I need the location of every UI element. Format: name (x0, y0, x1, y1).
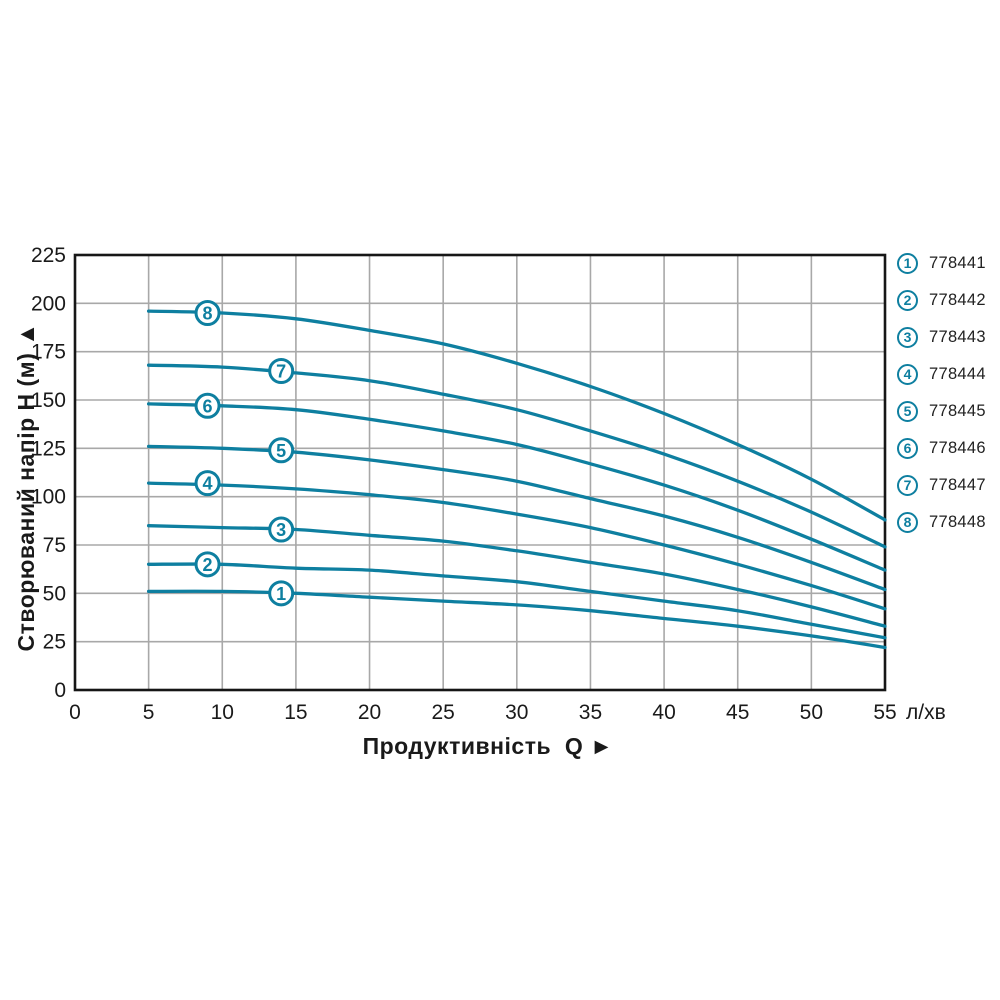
x-tick-label-50: 50 (800, 701, 823, 724)
y-axis-title: Створюваний напір H (м) ▲ (13, 322, 39, 652)
y-tick-label-25: 25 (43, 631, 66, 654)
legend-code-1: 778441 (929, 254, 986, 272)
y-tick-label-225: 225 (31, 244, 66, 267)
curve-8 (146, 309, 887, 522)
curve-marker-7 (268, 358, 295, 384)
curve-marker-5 (268, 437, 295, 464)
legend-item-4: 4 778444 (897, 356, 986, 393)
legend-code-8: 778448 (929, 513, 986, 531)
curve-marker-label-7: 7 (276, 362, 286, 382)
curve-marker-1 (268, 580, 295, 607)
curve-marker-2 (194, 551, 221, 578)
x-tick-label-20: 20 (358, 701, 381, 724)
legend-item-1: 1 778441 (897, 245, 986, 282)
curve-marker-3 (268, 516, 295, 543)
curve-marker-label-2: 2 (203, 555, 213, 575)
legend-item-6: 6 778446 (897, 430, 986, 467)
y-tick-label-200: 200 (31, 292, 66, 315)
curve-marker-8 (194, 300, 221, 326)
legend-number-badge-1: 1 (897, 253, 918, 274)
legend-code-2: 778442 (929, 291, 986, 309)
curve-2 (146, 562, 887, 640)
y-tick-label-125: 125 (31, 437, 66, 460)
legend-code-4: 778444 (929, 365, 986, 383)
curve-marker-6 (194, 392, 221, 419)
x-axis-title: Продуктивність Q ► (362, 733, 614, 759)
curve-marker-label-6: 6 (203, 396, 213, 416)
legend-code-5: 778445 (929, 402, 986, 420)
plot-frame (73, 253, 887, 692)
curve-marker-label-3: 3 (276, 520, 286, 540)
legend-number-badge-2: 2 (897, 290, 918, 311)
legend-item-8: 8 778448 (897, 504, 986, 541)
legend-item-7: 7 778447 (897, 467, 986, 504)
x-axis-unit-label: л/хв (906, 701, 946, 724)
x-tick-label-0: 0 (69, 701, 81, 724)
curve-marker-label-5: 5 (276, 441, 286, 461)
x-tick-label-30: 30 (505, 701, 528, 724)
curve-marker-label-8: 8 (203, 304, 213, 324)
x-tick-label-25: 25 (432, 701, 455, 724)
y-tick-label-75: 75 (43, 534, 66, 557)
legend-number-badge-5: 5 (897, 401, 918, 422)
legend-code-7: 778447 (929, 476, 986, 494)
curve-6 (146, 402, 887, 572)
x-tick-label-35: 35 (579, 701, 602, 724)
legend-code-3: 778443 (929, 328, 986, 346)
x-tick-label-55: 55 (873, 701, 896, 724)
legend-number-badge-6: 6 (897, 438, 918, 459)
x-tick-label-40: 40 (652, 701, 675, 724)
curve-marker-label-1: 1 (276, 584, 286, 604)
y-tick-label-50: 50 (43, 582, 66, 605)
curve-marker-4 (194, 470, 221, 497)
legend-number-badge-4: 4 (897, 364, 918, 385)
legend-number-badge-3: 3 (897, 327, 918, 348)
legend-code-6: 778446 (929, 439, 986, 457)
y-tick-label-175: 175 (31, 341, 66, 364)
x-tick-label-45: 45 (726, 701, 749, 724)
legend-number-badge-8: 8 (897, 512, 918, 533)
y-tick-label-150: 150 (31, 389, 66, 412)
y-tick-label-100: 100 (31, 486, 66, 509)
x-tick-label-5: 5 (143, 701, 155, 724)
curve-4 (146, 481, 887, 611)
legend-item-5: 5 778445 (897, 393, 986, 430)
legend-item-3: 3 778443 (897, 319, 986, 356)
x-tick-label-15: 15 (284, 701, 307, 724)
legend: 1 778441 2 778442 3 778443 4 778444 5 778445 6 7784… (897, 245, 986, 541)
legend-item-2: 2 778442 (897, 282, 986, 319)
y-tick-label-0: 0 (54, 679, 66, 702)
x-tick-label-10: 10 (211, 701, 234, 724)
curve-marker-label-4: 4 (203, 474, 213, 494)
legend-number-badge-7: 7 (897, 475, 918, 496)
